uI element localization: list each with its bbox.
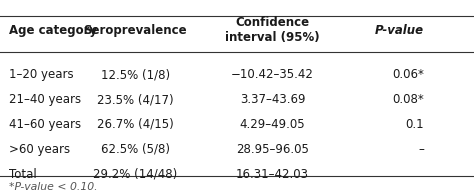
Text: 23.5% (4/17): 23.5% (4/17) xyxy=(97,93,173,106)
Text: *P-value < 0.10.: *P-value < 0.10. xyxy=(9,182,98,192)
Text: Confidence
interval (95%): Confidence interval (95%) xyxy=(225,16,320,44)
Text: Total: Total xyxy=(9,167,37,181)
Text: 16.31–42.03: 16.31–42.03 xyxy=(236,167,309,181)
Text: 4.29–49.05: 4.29–49.05 xyxy=(240,118,305,131)
Text: 29.2% (14/48): 29.2% (14/48) xyxy=(93,167,177,181)
Text: −10.42–35.42: −10.42–35.42 xyxy=(231,68,314,81)
Text: 1–20 years: 1–20 years xyxy=(9,68,74,81)
Text: 28.95–96.05: 28.95–96.05 xyxy=(236,143,309,156)
Text: 0.08*: 0.08* xyxy=(392,93,424,106)
Text: 12.5% (1/8): 12.5% (1/8) xyxy=(100,68,170,81)
Text: Seroprevalence: Seroprevalence xyxy=(83,23,187,37)
Text: Age category: Age category xyxy=(9,23,98,37)
Text: 26.7% (4/15): 26.7% (4/15) xyxy=(97,118,173,131)
Text: >60 years: >60 years xyxy=(9,143,71,156)
Text: 0.1: 0.1 xyxy=(406,118,424,131)
Text: 62.5% (5/8): 62.5% (5/8) xyxy=(100,143,170,156)
Text: 41–60 years: 41–60 years xyxy=(9,118,82,131)
Text: 3.37–43.69: 3.37–43.69 xyxy=(240,93,305,106)
Text: 21–40 years: 21–40 years xyxy=(9,93,82,106)
Text: P-value: P-value xyxy=(375,23,424,37)
Text: –: – xyxy=(419,143,424,156)
Text: 0.06*: 0.06* xyxy=(392,68,424,81)
